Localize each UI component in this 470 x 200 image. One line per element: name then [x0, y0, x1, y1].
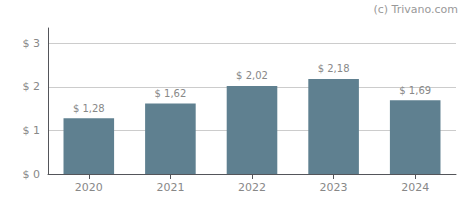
svg-text:$ 1,28: $ 1,28	[73, 103, 105, 114]
svg-text:2024: 2024	[401, 181, 429, 194]
svg-text:$ 1: $ 1	[23, 124, 41, 137]
svg-text:$ 1,69: $ 1,69	[399, 85, 431, 96]
svg-text:$ 2: $ 2	[23, 80, 41, 93]
svg-text:2021: 2021	[156, 181, 184, 194]
svg-text:2022: 2022	[238, 181, 266, 194]
svg-text:$ 0: $ 0	[23, 168, 41, 181]
svg-text:$ 2,02: $ 2,02	[236, 70, 268, 81]
svg-text:$ 3: $ 3	[23, 37, 41, 50]
svg-text:2023: 2023	[320, 181, 348, 194]
svg-text:(c) Trivano.com: (c) Trivano.com	[373, 3, 458, 16]
svg-text:$ 2,18: $ 2,18	[318, 63, 350, 74]
svg-text:$ 1,62: $ 1,62	[154, 88, 186, 99]
svg-text:2020: 2020	[75, 181, 103, 194]
